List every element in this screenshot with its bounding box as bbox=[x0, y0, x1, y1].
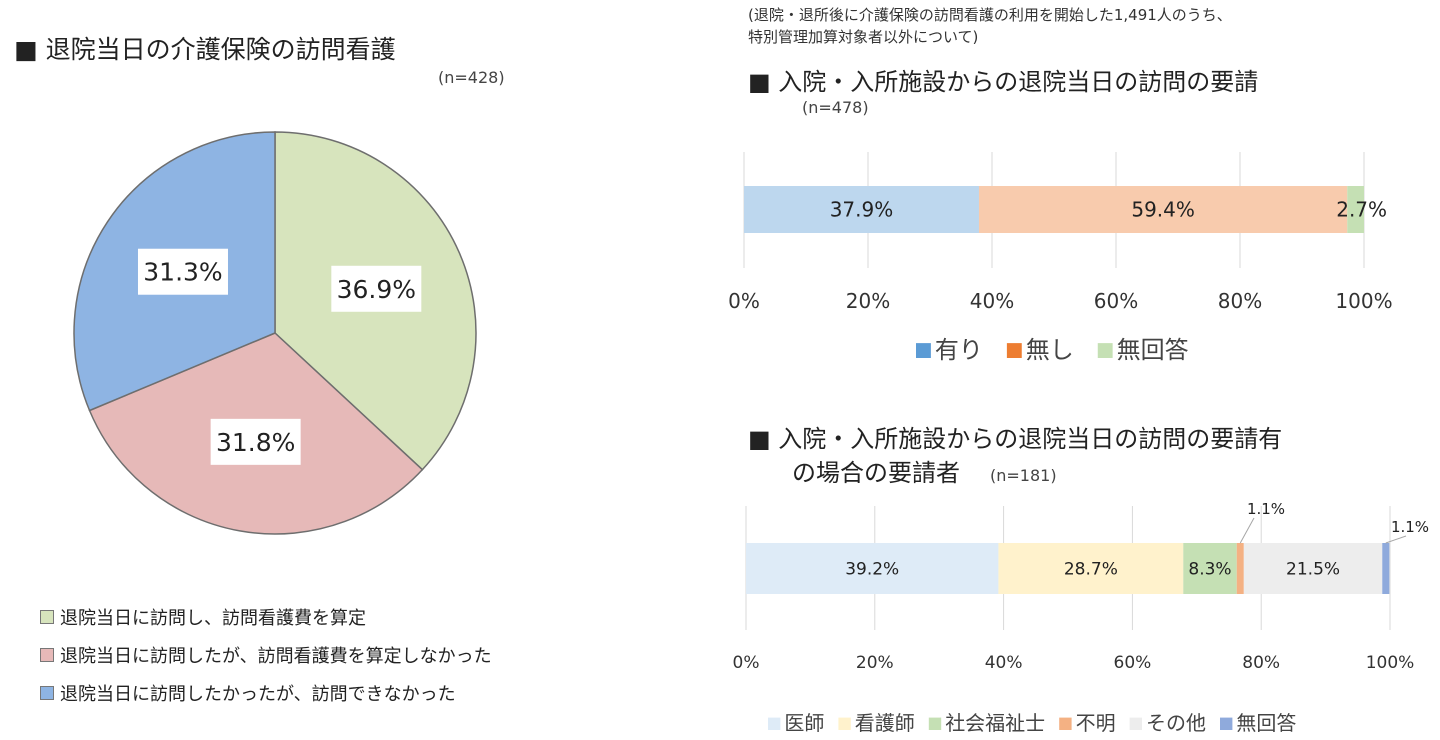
requester-chart-data-label: 39.2% bbox=[845, 560, 899, 580]
pie-legend-item: 退院当日に訪問し、訪問看護費を算定 bbox=[40, 598, 492, 636]
pie-label-box bbox=[331, 265, 422, 312]
pie-chart: 36.9% 31.8% 31.3% bbox=[73, 131, 477, 535]
pie-legend-label: 退院当日に訪問したかったが、訪問できなかった bbox=[60, 684, 456, 705]
request-chart-bar-segment bbox=[1347, 186, 1364, 233]
pie-legend-item: 退院当日に訪問したが、訪問看護費を算定しなかった bbox=[40, 636, 492, 674]
pie-legend-swatch bbox=[40, 610, 54, 624]
requester-chart-x-tick-label: 20% bbox=[856, 653, 894, 673]
requester-chart-legend-swatch bbox=[1129, 717, 1142, 730]
requester-chart-bar-segment bbox=[1183, 543, 1237, 594]
pie-chart-title: ■ 退院当日の介護保険の訪問看護 bbox=[14, 35, 396, 64]
request-stacked-bar-chart: 0% 20% 40% 60% 80% 100% 37.9% 59.4% 2.7% 有り 無し 無回答 bbox=[728, 152, 1393, 364]
request-chart-data-label: 59.4% bbox=[1131, 198, 1195, 222]
requester-chart-legend-swatch bbox=[768, 717, 781, 730]
requester-chart-legend-label: 医師 bbox=[784, 711, 824, 735]
requester-chart-data-label: 1.1% bbox=[1247, 500, 1285, 518]
requester-chart-legend-label: 不明 bbox=[1076, 711, 1116, 735]
population-note-line2: 特別管理加算対象者以外について) bbox=[748, 28, 979, 46]
requester-chart-bar-segment bbox=[1236, 543, 1244, 594]
pie-data-label: 31.8% bbox=[216, 428, 295, 457]
pie-label-box bbox=[210, 418, 301, 465]
requester-chart-legend-label: その他 bbox=[1146, 711, 1206, 735]
requester-stacked-bar-chart: 0% 20% 40% 60% 80% 100% 39.2% 28.7% 8.3% 1.1% 21.5… bbox=[733, 500, 1430, 735]
pie-data-label: 36.9% bbox=[337, 275, 416, 304]
pie-legend-swatch bbox=[40, 648, 54, 662]
requester-chart-bar-segment bbox=[1382, 543, 1390, 594]
requester-chart-legend-swatch bbox=[1220, 717, 1233, 730]
pie-legend-label: 退院当日に訪問し、訪問看護費を算定 bbox=[60, 608, 366, 629]
requester-chart-bar-segment bbox=[746, 543, 999, 594]
requester-chart-bar-segment bbox=[998, 543, 1184, 594]
request-chart-bar-segment bbox=[744, 186, 979, 233]
request-chart-legend-swatch bbox=[1097, 343, 1113, 358]
requester-chart-legend-label: 無回答 bbox=[1236, 711, 1296, 735]
request-chart-x-tick-label: 80% bbox=[1218, 289, 1262, 313]
request-chart-legend-swatch bbox=[1006, 343, 1022, 358]
request-chart-legend-label: 有り bbox=[935, 336, 983, 364]
requester-chart-data-label: 8.3% bbox=[1188, 560, 1231, 580]
requester-chart-legend-label: 看護師 bbox=[855, 711, 915, 735]
requester-chart-legend-swatch bbox=[838, 717, 851, 730]
requester-chart-data-label: 1.1% bbox=[1391, 518, 1429, 536]
request-chart-x-tick-label: 100% bbox=[1335, 289, 1392, 313]
population-note-line1: (退院・退所後に介護保険の訪問看護の利用を開始した1,491人のうち、 bbox=[748, 6, 1232, 24]
request-chart-x-tick-label: 40% bbox=[970, 289, 1014, 313]
requester-chart-bar-segment bbox=[1243, 543, 1383, 594]
requester-chart-title-line2: の場合の要請者 bbox=[792, 459, 960, 487]
requester-chart-title-line2-wrap: の場合の要請者 (n=181) bbox=[748, 456, 1428, 493]
request-chart-x-tick-label: 0% bbox=[728, 289, 760, 313]
requester-chart-sample-size: (n=181) bbox=[990, 466, 1057, 485]
request-chart-data-label: 2.7% bbox=[1336, 198, 1387, 222]
requester-chart-data-label: 28.7% bbox=[1064, 560, 1118, 580]
population-note: (退院・退所後に介護保険の訪問看護の利用を開始した1,491人のうち、 特別管理… bbox=[748, 4, 1438, 48]
pie-legend-label: 退院当日に訪問したが、訪問看護費を算定しなかった bbox=[60, 646, 492, 667]
requester-chart-x-tick-label: 0% bbox=[733, 653, 760, 673]
request-chart-legend-swatch bbox=[916, 343, 931, 358]
requester-chart-legend-swatch bbox=[928, 717, 942, 730]
request-chart-data-label: 37.9% bbox=[830, 198, 894, 222]
requester-chart-data-label: 21.5% bbox=[1286, 560, 1340, 580]
requester-chart-legend-label: 社会福祉士 bbox=[945, 711, 1045, 735]
pie-label-box bbox=[137, 248, 228, 295]
pie-chart-sample-size: (n=428) bbox=[438, 68, 505, 87]
request-chart-x-tick-label: 60% bbox=[1094, 289, 1138, 313]
requester-chart-title: ■ 入院・入所施設からの退院当日の訪問の要請有 の場合の要請者 (n=181) bbox=[748, 422, 1428, 493]
requester-chart-callout-leader bbox=[1385, 535, 1407, 544]
requester-chart-x-tick-label: 80% bbox=[1242, 653, 1280, 673]
pie-legend-swatch bbox=[40, 686, 54, 700]
request-chart-x-tick-label: 20% bbox=[846, 289, 890, 313]
requester-chart-x-tick-label: 40% bbox=[985, 653, 1023, 673]
requester-chart-x-tick-label: 100% bbox=[1366, 653, 1415, 673]
request-chart-bar-segment bbox=[978, 186, 1348, 233]
pie-data-label: 31.3% bbox=[143, 258, 222, 287]
request-chart-legend-label: 無し bbox=[1026, 336, 1074, 364]
requester-chart-x-tick-label: 60% bbox=[1114, 653, 1152, 673]
request-chart-title: ■ 入院・入所施設からの退院当日の訪問の要請 bbox=[748, 68, 1259, 96]
pie-legend-item: 退院当日に訪問したかったが、訪問できなかった bbox=[40, 674, 492, 712]
requester-chart-callout-leader bbox=[1239, 517, 1255, 544]
pie-chart-legend: 退院当日に訪問し、訪問看護費を算定退院当日に訪問したが、訪問看護費を算定しなかっ… bbox=[40, 598, 492, 712]
request-chart-legend-label: 無回答 bbox=[1117, 336, 1189, 364]
request-chart-sample-size: (n=478) bbox=[802, 98, 869, 117]
requester-chart-title-line1: ■ 入院・入所施設からの退院当日の訪問の要請有 bbox=[748, 425, 1283, 453]
requester-chart-legend-swatch bbox=[1059, 717, 1072, 730]
